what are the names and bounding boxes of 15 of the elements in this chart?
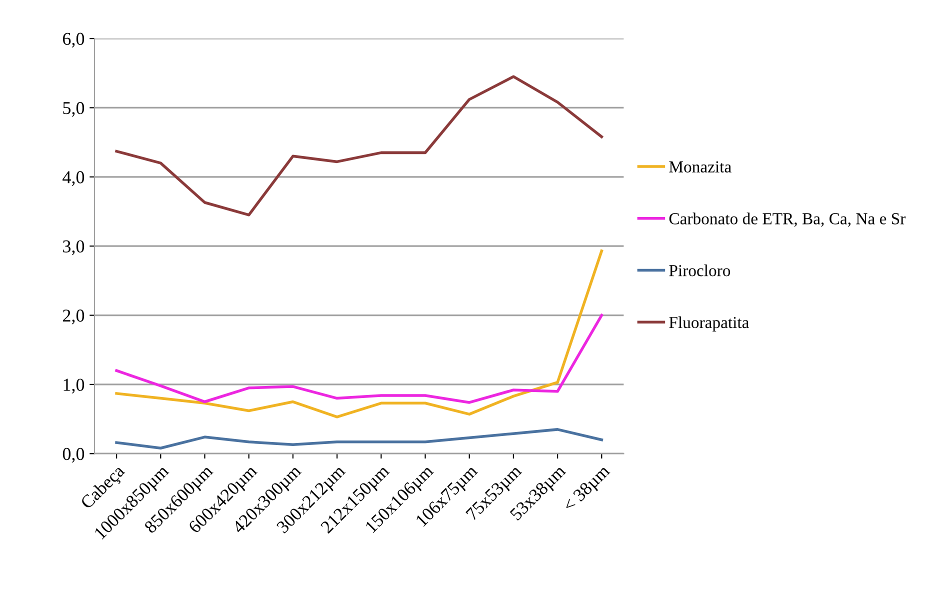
line-series xyxy=(115,250,604,418)
y-tick-label: 5,0 xyxy=(63,102,84,117)
y-tick-label: 1,0 xyxy=(64,378,84,394)
y-tick-label: 3,0 xyxy=(63,240,84,256)
legend-label: Monazita xyxy=(669,161,732,172)
line-series xyxy=(115,75,604,216)
y-tick-label: 6,0 xyxy=(62,32,84,48)
y-tick-label: 2,0 xyxy=(63,310,84,324)
line-series xyxy=(115,428,604,450)
legend-label: Pirocloro xyxy=(669,264,730,276)
legend-label: Carbonato de ETR, Ba, Ca, Na e Sr xyxy=(669,212,906,227)
legend-label: Fluorapatita xyxy=(669,316,750,332)
y-tick-label: 0,0 xyxy=(62,448,84,463)
y-tick-label: 4,0 xyxy=(62,171,84,186)
line-series xyxy=(115,314,604,404)
